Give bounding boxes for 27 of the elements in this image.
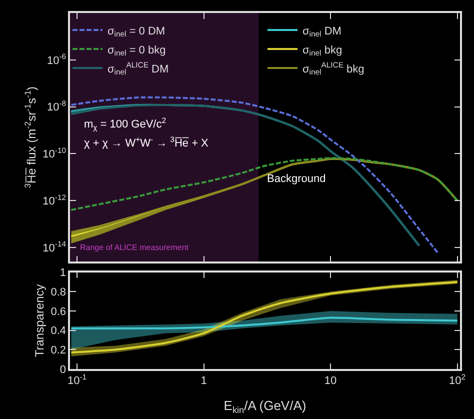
legend-label: σ$_{inel}$ bkg bbox=[302, 44, 342, 58]
legend-label: σ$_{inel}$$^{ALICE}$ DM bbox=[108, 60, 169, 77]
x-axis-title: E$_{kin}$/A (GeV/A) bbox=[224, 398, 306, 415]
legend-label: σ$_{inel}$ DM bbox=[302, 25, 342, 39]
y-tick-label: 1 bbox=[60, 267, 66, 280]
band-label: Range of ALICE measurement bbox=[80, 243, 190, 252]
legend-label: σ$_{inel}$ = 0 bkg bbox=[108, 44, 166, 58]
legend-label: σ$_{inel}$$^{ALICE}$ bkg bbox=[302, 60, 364, 77]
x-tick-label: 10$^{2}$ bbox=[449, 372, 466, 387]
annotation: m$_{χ}$ = 100 GeV/c$^{2}$ bbox=[84, 116, 166, 132]
y-tick-label: 0.2 bbox=[50, 344, 66, 357]
x-tick-label: 10 bbox=[324, 374, 337, 387]
x-tick-label: 10$^{-1}$ bbox=[67, 372, 87, 387]
y-tick-label: 0.4 bbox=[50, 325, 66, 338]
y-tick-label: 0.8 bbox=[50, 286, 66, 298]
y-tick-label: 10$^{-8}$ bbox=[46, 99, 66, 114]
y-tick-label: 0 bbox=[60, 364, 66, 376]
x-tick-label: 1 bbox=[200, 374, 207, 387]
annotation: Background bbox=[267, 173, 326, 185]
y-tick-label: 10$^{-12}$ bbox=[42, 192, 66, 208]
y-axis-title: Transparency bbox=[32, 284, 47, 358]
y-tick-label: 10$^{-10}$ bbox=[42, 146, 66, 161]
y-tick-label: 0.6 bbox=[50, 306, 66, 318]
annotation: χ + χ → W$^{+}$W$^{-}$ → $^{3}$H̅e̅ + X bbox=[84, 135, 210, 150]
y-tick-label: 10$^{-6}$ bbox=[46, 52, 66, 67]
y-tick-label: 10$^{-14}$ bbox=[42, 240, 67, 254]
legend-label: σ$_{inel}$ = 0 DM bbox=[108, 25, 166, 39]
